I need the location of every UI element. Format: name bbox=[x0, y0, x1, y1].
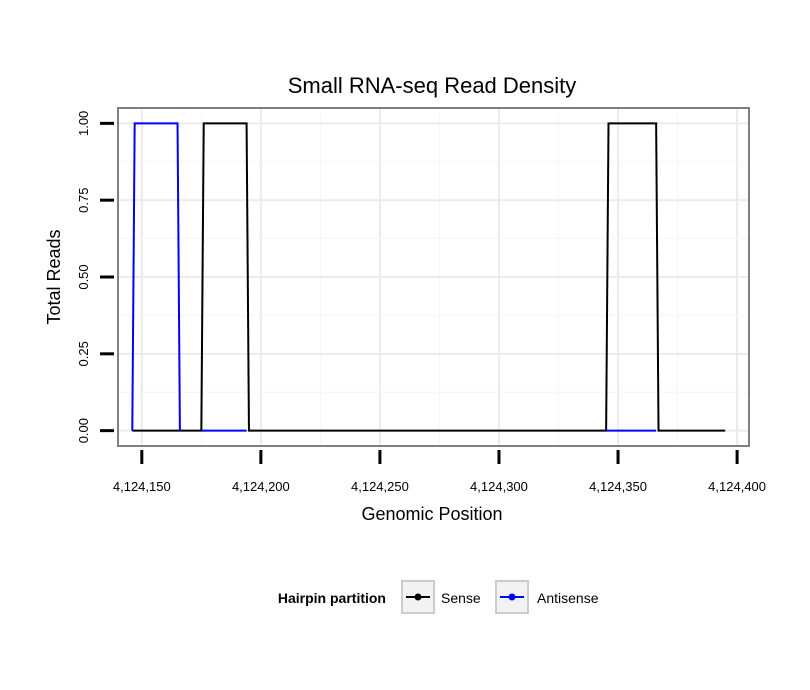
y-tick-label: 0.00 bbox=[76, 418, 91, 443]
x-tick-label: 4,124,150 bbox=[113, 479, 171, 494]
chart-title: Small RNA-seq Read Density bbox=[288, 73, 577, 98]
x-tick-label: 4,124,400 bbox=[708, 479, 766, 494]
y-tick-label: 0.25 bbox=[76, 341, 91, 366]
series-line-sense bbox=[132, 122, 726, 432]
y-tick-label: 0.75 bbox=[76, 188, 91, 213]
legend-item-sense: Sense bbox=[401, 580, 481, 614]
x-tick-label: 4,124,300 bbox=[470, 479, 528, 494]
plot-panel bbox=[117, 107, 750, 447]
legend-title: Hairpin partition bbox=[278, 590, 386, 606]
series-line-antisense bbox=[131, 122, 181, 431]
legend-item-antisense: Antisense bbox=[495, 580, 599, 614]
x-axis: 4,124,150 4,124,200 4,124,250 4,124,300 4,12… bbox=[113, 450, 766, 494]
legend: Hairpin partition Sense Antisense bbox=[278, 580, 599, 614]
y-tick-label: 1.00 bbox=[76, 111, 91, 136]
legend-label-antisense: Antisense bbox=[537, 590, 599, 606]
x-tick-label: 4,124,350 bbox=[589, 479, 647, 494]
legend-label-sense: Sense bbox=[441, 590, 481, 606]
x-axis-title: Genomic Position bbox=[361, 504, 502, 524]
series-layer bbox=[131, 122, 726, 432]
x-tick-label: 4,124,250 bbox=[351, 479, 409, 494]
x-tick-label: 4,124,200 bbox=[232, 479, 290, 494]
y-axis: 0.00 0.25 0.50 0.75 1.00 bbox=[76, 111, 114, 443]
grid bbox=[118, 108, 749, 446]
legend-dot-antisense bbox=[508, 593, 516, 601]
y-tick-label: 0.50 bbox=[76, 264, 91, 289]
y-axis-title: Total Reads bbox=[44, 229, 64, 324]
legend-dot-sense bbox=[414, 593, 422, 601]
